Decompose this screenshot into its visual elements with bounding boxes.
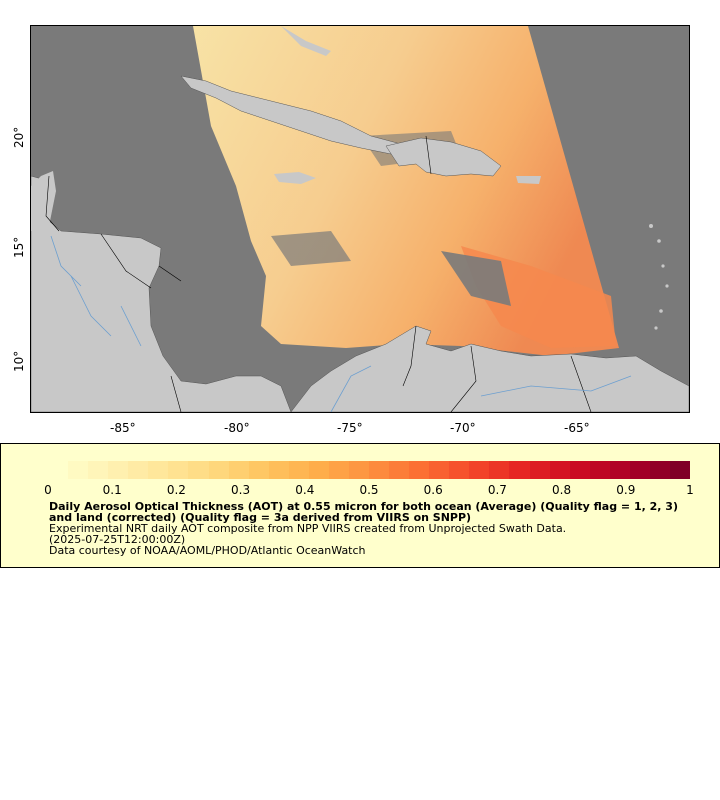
lat-tick-label: 20° <box>12 126 26 148</box>
colorbar-swatch <box>68 461 89 479</box>
rivers <box>50 235 632 412</box>
colorbar-swatch <box>308 461 329 479</box>
colorbar-swatch <box>128 461 149 479</box>
colorbar-swatch <box>489 461 510 479</box>
colorbar-swatch <box>168 461 189 479</box>
colorbar-tick-label: 0 <box>44 483 52 497</box>
colorbar-swatch <box>569 461 590 479</box>
colorbar-tick-label: 0.4 <box>295 483 315 497</box>
colorbar-swatch <box>228 461 249 479</box>
colorbar-swatch <box>669 461 690 479</box>
colorbar <box>48 461 690 479</box>
puerto-rico-land <box>516 176 541 184</box>
colorbar-tick-label: 0.5 <box>359 483 379 497</box>
legend-timestamp: (2025-07-25T12:00:00Z) <box>49 533 186 546</box>
colorbar-swatch <box>288 461 309 479</box>
cloud-gap <box>271 231 351 266</box>
colorbar-swatch <box>148 461 169 479</box>
central-america-land <box>31 175 292 412</box>
yucatan-land <box>31 171 56 231</box>
colorbar-swatch <box>268 461 289 479</box>
lon-tick-label: -75° <box>337 421 363 435</box>
colorbar-tick-label: 1 <box>686 483 694 497</box>
lesser-antilles <box>649 224 669 330</box>
colorbar-swatch <box>88 461 109 479</box>
country-borders <box>45 135 592 412</box>
colorbar-swatch <box>449 461 470 479</box>
colorbar-swatch <box>208 461 229 479</box>
colorbar-tick-label: 0.7 <box>487 483 507 497</box>
colorbar-swatch <box>188 461 209 479</box>
colorbar-tick-label: 0.8 <box>552 483 572 497</box>
colorbar-swatch <box>609 461 630 479</box>
colorbar-swatch <box>469 461 490 479</box>
colorbar-swatch <box>389 461 410 479</box>
jamaica-land <box>274 172 316 184</box>
colorbar-tick-label: 0.1 <box>102 483 122 497</box>
colorbar-swatch <box>529 461 550 479</box>
hispaniola-land <box>385 137 502 177</box>
colorbar-swatch <box>48 461 69 479</box>
legend-description: Experimental NRT daily AOT composite fro… <box>49 522 567 535</box>
colorbar-swatch <box>629 461 650 479</box>
colorbar-swatch <box>328 461 349 479</box>
colorbar-swatch <box>429 461 450 479</box>
colorbar-swatch <box>108 461 129 479</box>
colorbar-tick-label: 0.9 <box>616 483 636 497</box>
lon-tick-label: -70° <box>450 421 476 435</box>
legend-text: Daily Aerosol Optical Thickness (AOT) at… <box>49 501 689 556</box>
lat-tick-label: 15° <box>12 236 26 258</box>
colorbar-swatch <box>409 461 430 479</box>
colorbar-swatch <box>248 461 269 479</box>
colorbar-swatch <box>589 461 610 479</box>
lon-tick-label: -80° <box>224 421 250 435</box>
lat-tick-label: 10° <box>12 350 26 372</box>
lon-tick-label: -65° <box>564 421 590 435</box>
colorbar-swatch <box>509 461 530 479</box>
legend-title: Daily Aerosol Optical Thickness (AOT) at… <box>49 500 678 524</box>
colorbar-swatch <box>649 461 670 479</box>
aot-map <box>31 26 689 412</box>
colorbar-tick-label: 0.2 <box>166 483 186 497</box>
bahamas-land <box>281 26 331 56</box>
legend-credit: Data courtesy of NOAA/AOML/PHOD/Atlantic… <box>49 544 366 557</box>
colorbar-swatch <box>369 461 390 479</box>
colorbar-swatch <box>348 461 369 479</box>
colorbar-tick-label: 0.3 <box>231 483 251 497</box>
lon-tick-label: -85° <box>110 421 136 435</box>
cloud-gap <box>441 251 511 306</box>
colorbar-swatch <box>549 461 570 479</box>
legend-panel: 0 0.1 0.2 0.3 0.4 0.5 0.6 0.7 0.8 0.9 1 Daily Aero… <box>0 443 720 568</box>
map-panel <box>30 25 690 413</box>
colorbar-tick-label: 0.6 <box>423 483 443 497</box>
